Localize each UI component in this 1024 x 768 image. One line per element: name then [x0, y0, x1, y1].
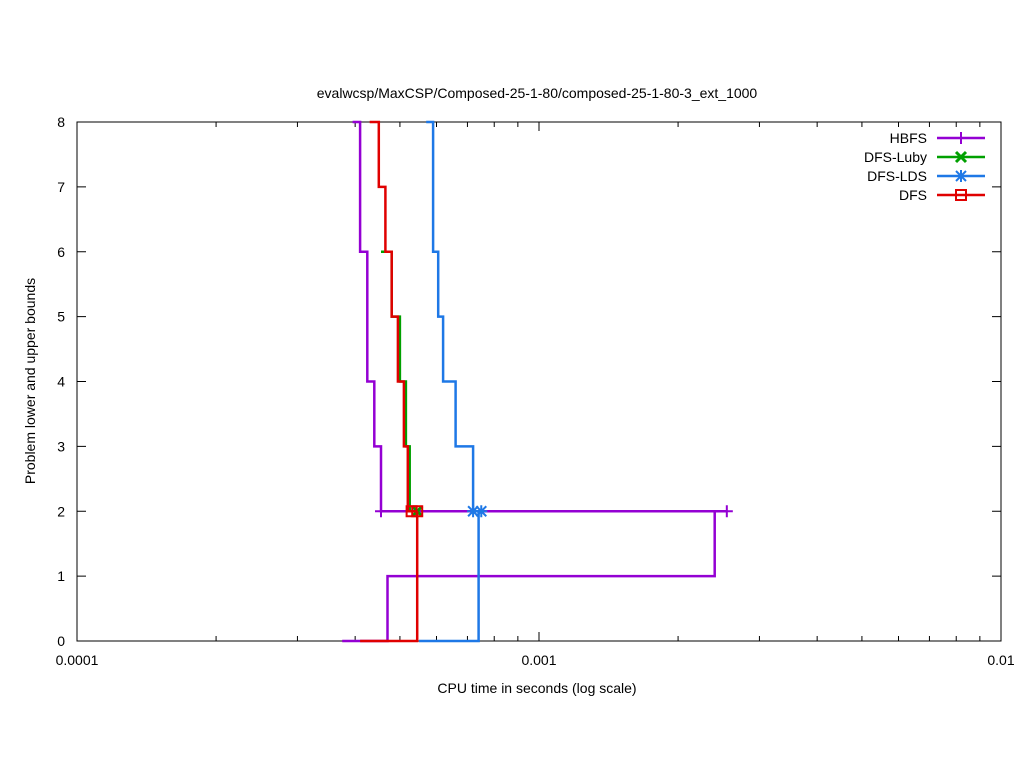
x-tick-label: 0.0001	[56, 652, 99, 668]
legend-label: DFS-LDS	[867, 168, 927, 184]
y-tick-label: 1	[57, 568, 65, 584]
x-axis: 0.0001 0.001 0.01	[56, 122, 1015, 668]
plus-marker-icon	[375, 505, 388, 518]
series-dfs	[360, 120, 424, 643]
x-tick-label: 0.001	[521, 652, 556, 668]
plus-marker-icon	[955, 132, 967, 144]
legend-label: DFS-Luby	[864, 149, 927, 165]
legend-marker	[955, 189, 967, 201]
legend-item: DFS-Luby	[864, 149, 985, 165]
data-point	[720, 505, 733, 518]
y-tick-label: 6	[57, 244, 65, 260]
legend-marker	[955, 132, 967, 144]
y-tick-label: 2	[57, 503, 65, 519]
legend-label: HBFS	[890, 130, 927, 146]
plot-border	[76, 121, 1002, 642]
legend-label: DFS	[899, 187, 927, 203]
star-marker-icon	[475, 505, 488, 518]
legend-item: HBFS	[890, 130, 985, 146]
y-tick-label: 4	[57, 374, 65, 390]
legend-item: DFS	[899, 187, 985, 203]
square-marker-icon	[411, 505, 424, 518]
data-point	[467, 505, 480, 518]
star-marker-icon	[467, 505, 480, 518]
series-upper-bound-line	[369, 120, 418, 513]
y-axis: 0 1 2 3 4 5 6 7 8	[57, 114, 1001, 649]
legend-marker	[954, 150, 968, 164]
plus-marker-icon	[720, 505, 733, 518]
y-tick-label: 5	[57, 309, 65, 325]
y-axis-label: Problem lower and upper bounds	[22, 278, 38, 484]
chart-title: evalwcsp/MaxCSP/Composed-25-1-80/compose…	[317, 85, 758, 101]
data-point	[475, 505, 488, 518]
square-marker-icon	[955, 189, 967, 201]
legend-marker	[955, 170, 967, 182]
data-point	[411, 505, 424, 518]
x-tick-label: 0.01	[987, 652, 1014, 668]
series-lower-bound-line	[342, 511, 716, 643]
series-dfs-lds	[419, 120, 488, 643]
y-tick-label: 7	[57, 179, 65, 195]
star-marker-icon	[955, 170, 967, 182]
x-axis-label: CPU time in seconds (log scale)	[437, 680, 636, 696]
legend-item: DFS-LDS	[867, 168, 985, 184]
plot-frame	[76, 121, 1002, 642]
series-lower-bound-line	[360, 511, 419, 643]
series-lower-bound-line	[419, 511, 480, 643]
legend: HBFS DFS-Luby DFS-LDS DFS	[864, 130, 985, 203]
y-tick-label: 3	[57, 438, 65, 454]
y-tick-label: 8	[57, 114, 65, 130]
x-marker-icon	[954, 150, 968, 164]
series-upper-bound-line	[426, 120, 482, 513]
series-group	[342, 120, 733, 643]
series-dfs-luby	[381, 250, 424, 518]
y-tick-label: 0	[57, 633, 65, 649]
data-point	[375, 505, 388, 518]
series-upper-bound-line	[352, 120, 727, 513]
